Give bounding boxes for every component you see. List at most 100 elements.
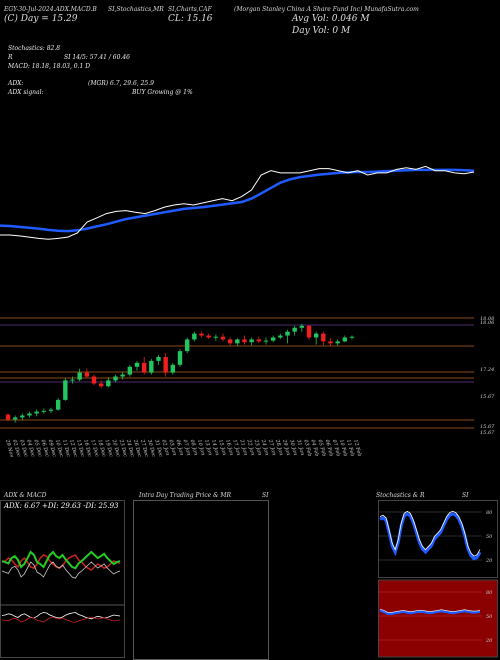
date-axis-label: 06 Dec: [40, 439, 50, 458]
candle-body: [213, 336, 219, 338]
candle-body: [313, 333, 319, 338]
candle-body: [156, 357, 161, 361]
date-axis-label: 27 Jan: [267, 438, 277, 456]
candle-body: [242, 339, 247, 343]
date-axis-label: 07 Jan: [182, 439, 192, 456]
avg-vol-label: Avg Vol: 0.046 M: [292, 14, 370, 24]
date-axis-label: 27 Dec: [139, 438, 150, 458]
adx-panel-frame: [0, 500, 125, 658]
adx-signal-label: ADX signal:: [8, 89, 44, 96]
candle-body: [141, 362, 147, 373]
header-title-right: (Morgan Stanley China A Share Fund Inc) …: [234, 6, 419, 13]
candle-body: [84, 372, 90, 377]
intraday-panel: [133, 500, 269, 660]
date-axis-label: 03 Dec: [18, 439, 28, 458]
candle-body: [328, 341, 333, 344]
date-axis-label: 04 Feb: [309, 439, 319, 457]
r-label: R: [8, 54, 13, 61]
date-axis-label: 09 Dec: [47, 439, 57, 458]
candle-body: [285, 331, 290, 336]
price-axis-label: 18.08: [480, 316, 494, 322]
adx-macd-panel: [0, 500, 125, 658]
date-axis-label: 23 Dec: [117, 438, 128, 458]
date-axis-label: 06 Feb: [324, 439, 334, 457]
candle-body: [349, 336, 355, 338]
date-axis-label: 21 Jan: [238, 438, 248, 456]
candle-body: [63, 380, 68, 400]
candle-body: [98, 383, 104, 387]
candle-body: [91, 376, 97, 384]
rsi-tick-label: 20: [485, 638, 493, 644]
adx-panel-title: ADX & MACD: [4, 492, 47, 499]
header-title-mid: SI,Stochastics,MR: [108, 6, 164, 13]
candle-body: [127, 366, 133, 375]
date-axis-label: 10 Dec: [54, 439, 64, 458]
day-vol-label: Day Vol: 0 M: [292, 26, 351, 36]
date-axis-label: 19 Dec: [103, 439, 113, 458]
stoch-d-line: [379, 510, 481, 557]
r-value: SI 14/5: 57.41 / 60.46: [64, 54, 130, 61]
price-axis-label: 15.67: [480, 394, 495, 400]
adx-panel-values: ADX: 6.67 +DI: 29.63 -DI: 25.93: [4, 502, 119, 510]
candle-body: [278, 335, 283, 338]
candle-body: [184, 339, 190, 352]
stoch-tick-label: 80: [486, 510, 493, 516]
candle-body: [134, 362, 140, 367]
candle-body: [170, 364, 176, 373]
candle-body: [27, 413, 32, 416]
intraday-panel-si: SI: [262, 492, 269, 499]
date-axis-label: 02 Jan: [160, 439, 170, 456]
date-axis-label: 23 Jan: [252, 438, 262, 456]
adx-plus-di-line: [1, 550, 121, 570]
stoch-label: Stochastics: 82.8: [8, 45, 61, 52]
date-axis-label: 03 Jan: [167, 439, 177, 456]
date-axis-label: 07 Feb: [331, 439, 341, 457]
date-axis-label: 16 Jan: [224, 439, 234, 456]
candle-body: [306, 325, 312, 338]
candle-body: [55, 399, 61, 410]
date-axis-label: 16 Dec: [82, 439, 92, 458]
date-axis-label: 30 Jan: [288, 439, 298, 456]
macd-label: MACD: 18.18, 18.03, 0.1 D: [8, 63, 91, 70]
date-axis-label: 08 Jan: [189, 439, 199, 456]
stoch-panel-si: SI: [462, 492, 469, 499]
candle-body: [177, 351, 183, 365]
adx-line: [1, 561, 121, 579]
date-axis-label: 18 Dec: [96, 439, 106, 458]
date-axis-label: 15 Jan: [217, 439, 227, 456]
candle-body: [206, 335, 211, 338]
rsi-frame: [378, 579, 498, 658]
stochastics-rsi-panel: 80 50 20 80 50 20: [378, 500, 498, 658]
candle-body: [41, 410, 47, 412]
date-axis-label: 24 Jan: [259, 438, 269, 456]
candle-body: [12, 417, 18, 420]
date-axis-label: 30 Dec: [146, 439, 156, 458]
date-axis-label: 14 Jan: [210, 439, 220, 456]
candle-body: [34, 411, 39, 414]
price-axis-label: 17.24: [480, 367, 494, 373]
price-axis-label: 15.67: [480, 430, 495, 436]
candle-body: [321, 333, 326, 342]
candle-body: [48, 409, 54, 411]
header-title-mid2: SI,Charts,CAF: [168, 6, 212, 13]
date-axis-label: 28 Jan: [274, 438, 284, 456]
rsi-line: [379, 609, 481, 615]
price-axis-label: 18.06: [480, 320, 495, 326]
date-axis-label: 29 Nov: [4, 438, 15, 458]
candle-body: [235, 339, 240, 344]
header-title-left: EGY-30-Jul-2024.ADX.MACD.B: [4, 6, 97, 13]
macd-line: [1, 612, 121, 620]
intraday-panel-title: Intra Day Trading Price & MR: [139, 492, 232, 499]
rsi-tick-label: 50: [486, 614, 493, 620]
date-axis-label: 31 Dec: [153, 439, 163, 458]
date-axis-label: 12 Dec: [68, 439, 78, 458]
date-axis-label: 29 Jan: [281, 438, 291, 456]
candle-body: [263, 340, 269, 342]
date-axis-label: 13 Jan: [203, 439, 213, 456]
date-axis-label: 12 Feb: [352, 439, 362, 457]
candle-body: [149, 360, 154, 373]
date-axis-label: 05 Dec: [32, 439, 42, 458]
candle-body: [163, 357, 168, 373]
stoch-k-line: [379, 512, 482, 561]
candle-body: [120, 374, 125, 377]
